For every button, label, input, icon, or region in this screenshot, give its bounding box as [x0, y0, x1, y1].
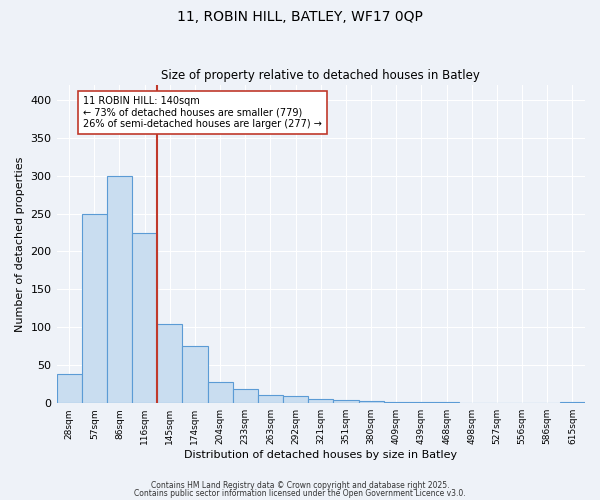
Bar [560, 402, 585, 403]
Bar [434, 402, 459, 403]
Bar [157, 324, 182, 403]
Bar [409, 402, 434, 403]
Bar [334, 400, 359, 403]
Text: 11 ROBIN HILL: 140sqm
← 73% of detached houses are smaller (779)
26% of semi-det: 11 ROBIN HILL: 140sqm ← 73% of detached … [83, 96, 322, 129]
Bar [107, 176, 132, 403]
Bar [308, 400, 334, 403]
Bar [82, 214, 107, 403]
Title: Size of property relative to detached houses in Batley: Size of property relative to detached ho… [161, 69, 480, 82]
Y-axis label: Number of detached properties: Number of detached properties [15, 156, 25, 332]
Text: Contains HM Land Registry data © Crown copyright and database right 2025.: Contains HM Land Registry data © Crown c… [151, 481, 449, 490]
Bar [258, 395, 283, 403]
Bar [283, 396, 308, 403]
Bar [359, 401, 383, 403]
Text: Contains public sector information licensed under the Open Government Licence v3: Contains public sector information licen… [134, 488, 466, 498]
Bar [132, 232, 157, 403]
Bar [383, 402, 409, 403]
X-axis label: Distribution of detached houses by size in Batley: Distribution of detached houses by size … [184, 450, 457, 460]
Bar [182, 346, 208, 403]
Bar [233, 389, 258, 403]
Text: 11, ROBIN HILL, BATLEY, WF17 0QP: 11, ROBIN HILL, BATLEY, WF17 0QP [177, 10, 423, 24]
Bar [208, 382, 233, 403]
Bar [56, 374, 82, 403]
